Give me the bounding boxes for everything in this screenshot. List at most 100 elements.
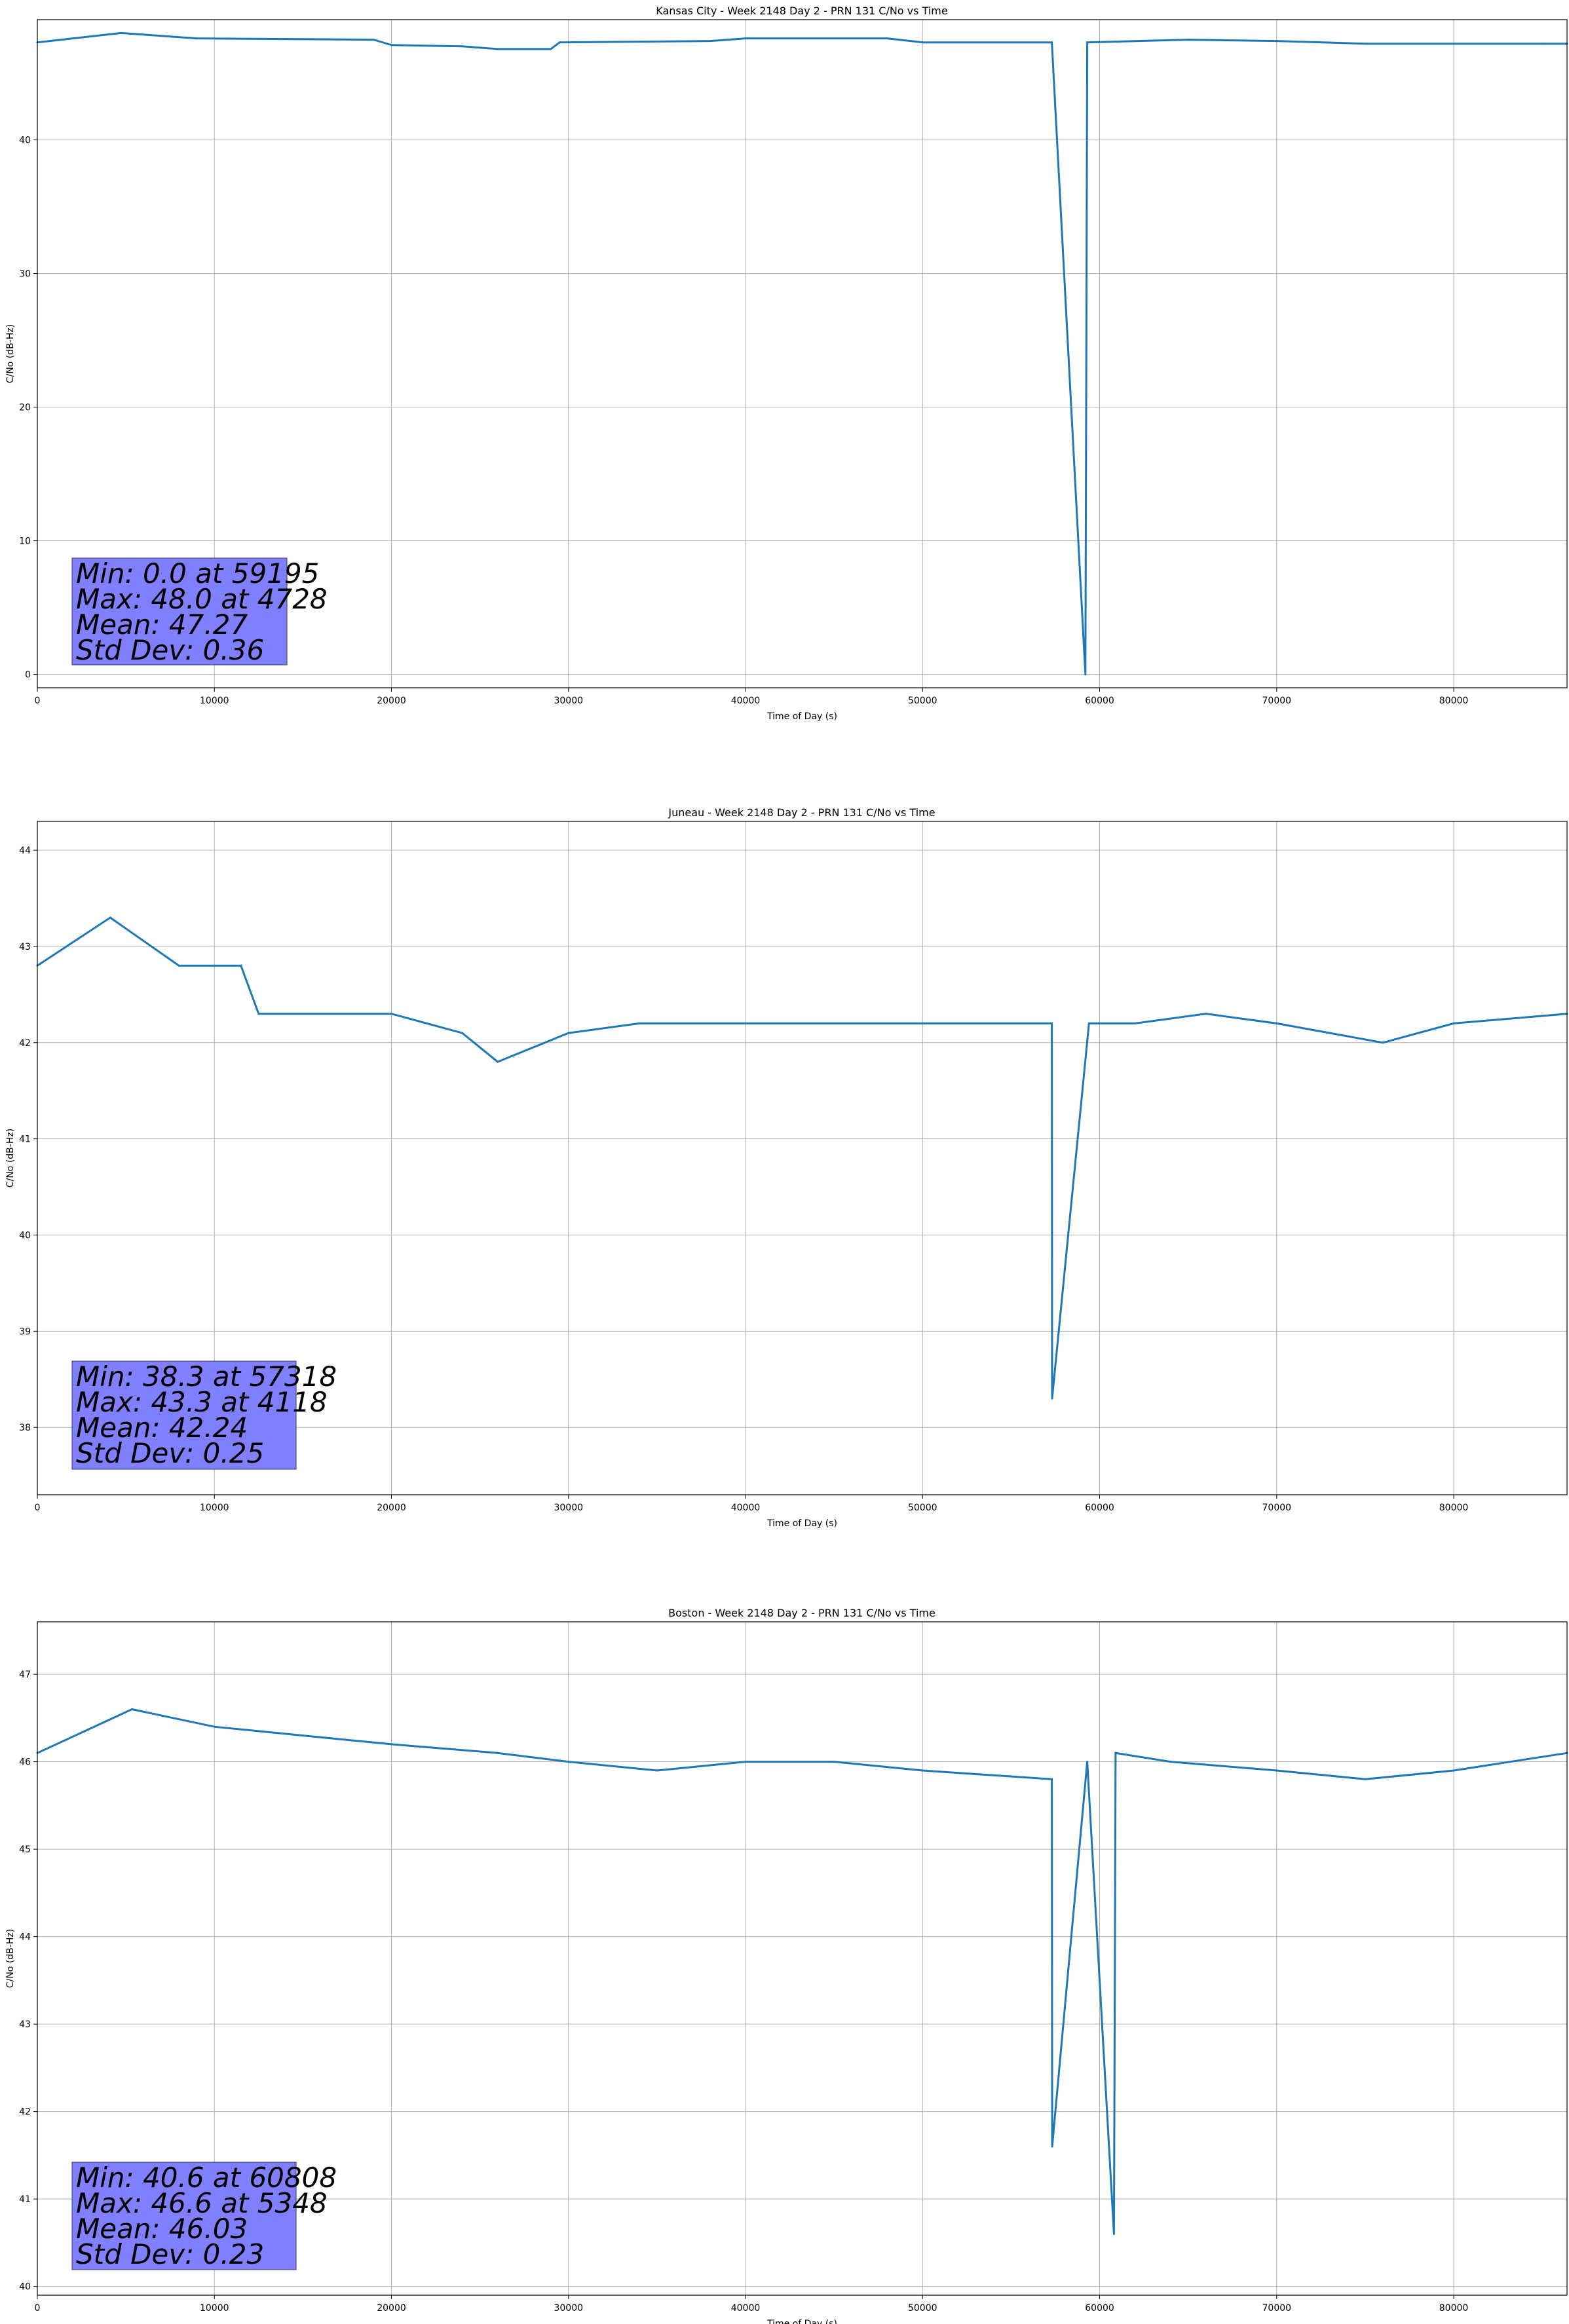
x-tick-label: 70000 [1262,696,1292,706]
data-point [656,1769,658,1772]
stats-stddev: Std Dev: 0.23 [76,2238,264,2270]
grid [37,1622,1567,2295]
y-tick-label: 40 [19,2282,31,2293]
x-tick-label: 10000 [200,1503,229,1513]
stats-mean: Mean: 46.03 [76,2213,248,2245]
x-tick-label: 0 [35,1503,41,1513]
data-point [1541,43,1543,45]
x-tick-label: 10000 [200,696,229,706]
x-axis-label: Time of Day (s) [766,1518,837,1529]
y-tick-label: 38 [19,1423,31,1433]
data-point [558,41,561,44]
stats-box: Min: 38.3 at 57318 Max: 43.3 at 4118 Mea… [71,1360,337,1470]
x-tick-label: 80000 [1439,1503,1469,1513]
x-tick-label: 60000 [1085,696,1114,706]
panel-title: Boston - Week 2148 Day 2 - PRN 131 C/No … [668,1607,936,1619]
y-tick-label: 20 [19,403,31,413]
data-point [497,1752,499,1754]
data-point [1051,1022,1053,1024]
x-tick-label: 50000 [908,1503,937,1513]
stats-box: Min: 0.0 at 59195 Max: 48.0 at 4728 Mean… [71,557,328,666]
x-tick-label: 60000 [1085,2303,1114,2314]
y-tick-label: 45 [19,1845,31,1855]
stats-min: Min: 38.3 at 57318 [76,1360,337,1393]
axes-frame [37,821,1568,1495]
panel-title: Kansas City - Week 2148 Day 2 - PRN 131 … [656,5,947,17]
y-tick-label: 30 [19,269,31,280]
data-point [1276,40,1278,43]
data-point [709,40,711,43]
data-point [567,1761,570,1763]
data-point [638,1022,641,1024]
x-tick-label: 70000 [1262,2303,1292,2314]
data-point [1051,1397,1053,1400]
data-point [921,1022,924,1024]
data-point [390,1743,393,1746]
data-point [1205,1013,1207,1015]
data-point [567,1032,570,1034]
x-ticks: 0 10000 20000 30000 40000 50000 60000 70000 8000… [35,2295,1468,2314]
y-axis-label: C/No (dB-Hz) [5,324,16,383]
data-point [461,1032,464,1034]
y-tick-label: 10 [19,536,31,547]
x-tick-label: 20000 [377,1503,406,1513]
data-point [301,1734,304,1737]
panel-juneau: Juneau - Week 2148 Day 2 - PRN 131 C/No … [5,806,1568,1529]
x-tick-label: 30000 [554,1503,583,1513]
axes-frame [37,1621,1568,2296]
series-line [37,916,1568,1399]
grid [37,821,1567,1495]
y-tick-label: 46 [19,1757,31,1768]
x-tick-label: 40000 [731,1503,761,1513]
stats-stddev: Std Dev: 0.36 [76,634,264,666]
y-tick-label: 44 [19,846,31,856]
x-tick-label: 20000 [377,2303,406,2314]
data-point [461,45,464,48]
data-point [497,48,499,50]
data-point [1452,43,1455,45]
data-point [744,1022,747,1024]
data-point [1112,2233,1115,2236]
panel-title: Juneau - Week 2148 Day 2 - PRN 131 C/No … [668,806,935,819]
data-point [1087,1022,1090,1024]
y-tick-label: 42 [19,1038,31,1049]
x-tick-label: 30000 [554,2303,583,2314]
data-point [1382,1041,1384,1044]
data-point [372,39,375,41]
data-point [109,916,111,919]
series [36,1708,1568,2236]
stats-max: Max: 48.0 at 4728 [76,583,328,615]
y-tick-label: 40 [19,1230,31,1241]
panel-boston: Boston - Week 2148 Day 2 - PRN 131 C/No … [5,1607,1568,2324]
y-tick-label: 47 [19,1670,31,1680]
y-tick-label: 40 [19,136,31,146]
x-tick-label: 20000 [377,696,406,706]
stats-max: Max: 46.6 at 5348 [76,2187,328,2219]
data-point [1364,1778,1367,1780]
y-tick-label: 41 [19,1134,31,1145]
x-tick-label: 30000 [554,696,583,706]
data-point [1086,1761,1089,1763]
stats-min: Min: 40.6 at 60808 [76,2162,337,2194]
series [36,916,1568,1400]
stats-mean: Mean: 47.27 [76,609,248,641]
y-tick-label: 43 [19,2019,31,2030]
y-tick-label: 42 [19,2107,31,2118]
y-ticks: 0 10 20 30 40 [19,136,37,681]
y-axis-label: C/No (dB-Hz) [5,1929,16,1988]
data-point [744,37,747,40]
data-point [744,1761,747,1763]
x-tick-label: 60000 [1085,1503,1114,1513]
y-tick-label: 43 [19,942,31,952]
y-tick-label: 0 [25,670,31,681]
data-point [497,1060,499,1063]
x-ticks: 0 10000 20000 30000 40000 50000 60000 70000 8000… [35,688,1468,706]
x-tick-label: 50000 [908,2303,937,2314]
stats-box-bg [71,1360,297,1470]
data-point [1051,41,1053,44]
y-ticks: 38 39 40 41 42 43 44 [19,846,37,1433]
data-point [213,1725,216,1728]
x-tick-label: 50000 [908,696,937,706]
stats-box: Min: 40.6 at 60808 Max: 46.6 at 5348 Mea… [71,2162,337,2270]
data-point [550,48,552,50]
